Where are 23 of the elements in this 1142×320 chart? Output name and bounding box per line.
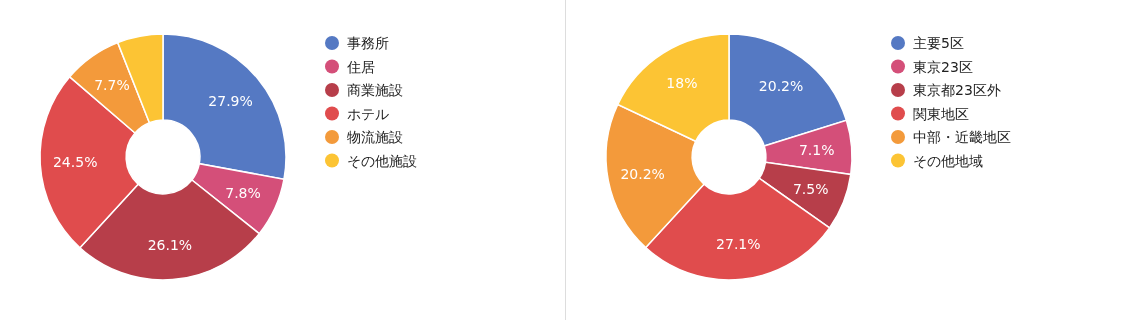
data-label: 7.5% bbox=[792, 181, 829, 198]
data-label: 20.2% bbox=[620, 165, 665, 182]
legend-label: 事務所 bbox=[347, 35, 389, 51]
legend-label: 東京23区 bbox=[913, 58, 973, 75]
data-label: 20.2% bbox=[758, 78, 804, 95]
data-label: 26.1% bbox=[147, 236, 193, 253]
data-label: 7.7% bbox=[94, 77, 130, 94]
legend-label: 住居 bbox=[346, 58, 375, 75]
data-label: 7.8% bbox=[225, 185, 261, 202]
legend-label: 物流施設 bbox=[347, 129, 403, 145]
legend-label: その他地域 bbox=[913, 152, 983, 169]
legend-label: 主要5区 bbox=[913, 35, 964, 51]
legend-label: 関東地区 bbox=[913, 105, 969, 122]
legend-label: 商業施設 bbox=[347, 82, 403, 98]
legend-label: 東京都23区外 bbox=[913, 82, 1001, 98]
data-label: 18% bbox=[666, 74, 698, 91]
data-label: 7.1% bbox=[798, 141, 835, 158]
legend-label: その他施設 bbox=[347, 152, 417, 169]
data-label: 27.1% bbox=[716, 236, 761, 253]
legend-label: ホテル bbox=[347, 105, 389, 122]
data-label: 24.5% bbox=[52, 154, 98, 171]
data-label: 27.9% bbox=[208, 92, 253, 109]
legend-label: 中部・近畿地区 bbox=[913, 129, 1011, 145]
